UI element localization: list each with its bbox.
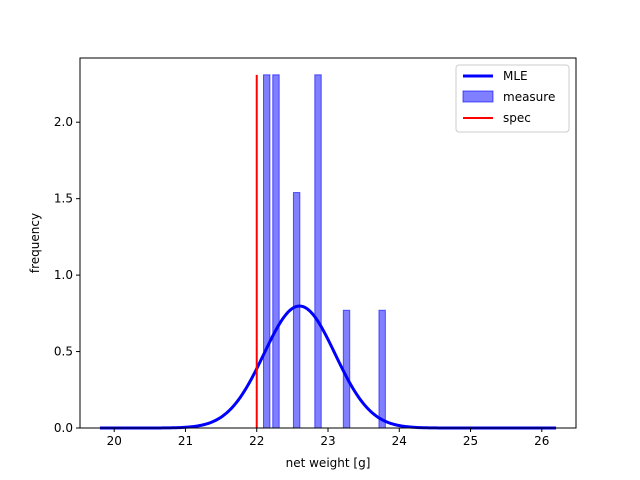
y-axis-label: frequency xyxy=(28,213,42,273)
x-tick-label: 23 xyxy=(320,434,335,448)
y-tick-label: 0.0 xyxy=(54,421,73,435)
y-tick-label: 0.5 xyxy=(54,345,73,359)
legend-mle-label: MLE xyxy=(503,69,528,83)
legend-box xyxy=(455,64,570,133)
x-tick-label: 21 xyxy=(178,434,193,448)
legend-spec-label: spec xyxy=(503,111,531,125)
x-tick-label: 26 xyxy=(534,434,549,448)
measure-bar-4 xyxy=(342,309,351,429)
x-tick-label: 22 xyxy=(249,434,264,448)
measure-bar-1 xyxy=(272,74,280,429)
y-tick-label: 1.5 xyxy=(54,192,73,206)
x-axis-label: net weight [g] xyxy=(286,456,371,470)
measure-bar-5 xyxy=(378,309,386,429)
measure-bar-0 xyxy=(263,74,271,429)
x-axis-ticks: 20 21 22 23 24 25 26 xyxy=(107,428,549,448)
x-tick-label: 24 xyxy=(392,434,407,448)
y-tick-label: 1.0 xyxy=(54,268,73,282)
x-tick-label: 20 xyxy=(107,434,122,448)
x-tick-label: 25 xyxy=(463,434,478,448)
measure-bar-3 xyxy=(314,74,322,429)
y-axis-ticks: 0.0 0.5 1.0 1.5 2.0 xyxy=(54,115,80,435)
legend: MLE measure spec xyxy=(455,64,570,133)
legend-measure-label: measure xyxy=(503,90,555,104)
y-tick-label: 2.0 xyxy=(54,115,73,129)
measure-bar-2 xyxy=(292,192,301,429)
legend-measure-swatch xyxy=(462,90,494,103)
